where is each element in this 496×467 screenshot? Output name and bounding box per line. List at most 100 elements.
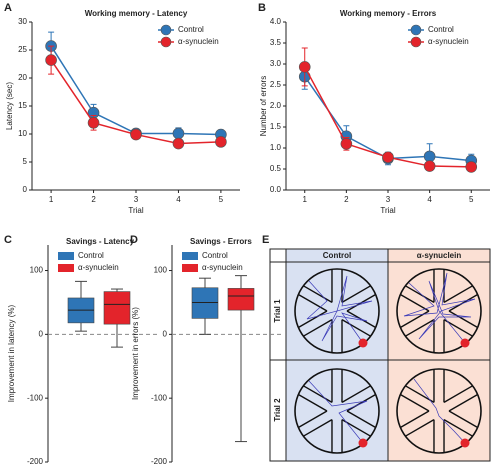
y-tick-label: 2.5 [270, 80, 282, 89]
mouse-path [308, 380, 368, 444]
point [45, 54, 57, 66]
chart-title: Working memory - Latency [85, 9, 188, 18]
series-line [50, 45, 221, 136]
mouse-path [403, 272, 476, 344]
y-tick-label: -200 [27, 457, 44, 466]
maze-arm [448, 393, 478, 412]
legend-marker [410, 36, 422, 48]
point [423, 150, 436, 163]
legend-marker [182, 264, 198, 272]
y-tick-label: -200 [151, 457, 168, 466]
y-tick-label: 3.5 [270, 38, 282, 47]
goal [460, 438, 470, 448]
x-tick-label: 1 [49, 195, 54, 204]
goal [358, 338, 368, 348]
box [191, 287, 219, 319]
legend-marker [410, 24, 422, 36]
legend-label: α-synuclein [428, 37, 469, 46]
maze-arm [448, 293, 478, 312]
y-tick-label: -100 [151, 393, 168, 402]
y-tick-label: 1.5 [270, 122, 282, 131]
row-label: Trial 2 [273, 398, 282, 422]
maze-arm [443, 419, 473, 437]
chart-title: Savings - Errors [190, 237, 252, 246]
x-tick-label: 3 [386, 195, 391, 204]
y-tick-label: 1.0 [270, 143, 282, 152]
legend-label: α-synuclein [202, 263, 243, 272]
legend-marker [182, 252, 198, 260]
y-tick-label: 5 [23, 157, 28, 166]
y-axis-label: Improvement in latency (%) [7, 304, 16, 402]
maze-arm [400, 410, 430, 429]
box [103, 291, 131, 325]
maze-arm [405, 419, 435, 437]
maze-arm [400, 393, 430, 412]
maze-arm [448, 410, 478, 429]
y-tick-label: 0 [23, 185, 28, 194]
maze-arm [341, 319, 371, 337]
y-tick-label: 4.0 [270, 17, 282, 26]
x-tick-label: 2 [91, 195, 96, 204]
maze-arm [341, 385, 371, 403]
maze-arm [400, 293, 430, 312]
maze-arm [303, 285, 333, 303]
legend-label: Control [78, 251, 104, 260]
chart-title: Working memory - Errors [340, 9, 437, 18]
panel-letter: B [258, 2, 266, 14]
panel-letter: D [130, 234, 138, 246]
box [227, 288, 255, 311]
column-label: Control [323, 251, 351, 260]
legend-marker [58, 252, 74, 260]
maze-arm [298, 310, 328, 329]
maze-arm [298, 410, 328, 429]
legend-marker [160, 24, 172, 36]
y-tick-label: 0 [39, 329, 44, 338]
legend-marker [58, 264, 74, 272]
legend-label: Control [428, 25, 454, 34]
point [130, 128, 142, 141]
goal [460, 338, 470, 348]
y-tick-label: 0.5 [270, 164, 282, 173]
x-tick-label: 3 [134, 195, 139, 204]
maze-arm [405, 319, 435, 337]
maze-arm [303, 319, 333, 337]
legend-marker [160, 36, 172, 48]
point [465, 161, 478, 173]
x-tick-label: 5 [219, 195, 224, 204]
y-tick-label: -100 [27, 393, 44, 402]
x-tick-label: 5 [469, 195, 474, 204]
point [87, 117, 100, 129]
y-tick-label: 20 [18, 73, 27, 82]
y-tick-label: 2.0 [270, 101, 282, 110]
row-label: Trial 1 [273, 299, 282, 323]
panel-letter: C [4, 234, 12, 246]
synuclein-background [388, 249, 490, 461]
column-label: α-synuclein [417, 251, 462, 260]
maze-arm [303, 419, 333, 437]
y-axis-label: Latency (sec) [5, 82, 14, 130]
series-line [304, 76, 472, 162]
x-tick-label: 4 [427, 195, 432, 204]
maze-arm [443, 319, 473, 337]
point [423, 160, 436, 172]
x-tick-label: 1 [303, 195, 308, 204]
point [382, 151, 394, 164]
maze-arm [400, 310, 430, 329]
maze-arm [303, 385, 333, 403]
y-tick-label: 15 [18, 101, 27, 110]
y-tick-label: 25 [18, 45, 27, 54]
panel-letter: A [4, 2, 12, 14]
y-tick-label: 100 [154, 266, 168, 275]
y-axis-label: Number of errors [259, 76, 268, 136]
maze-arm [448, 310, 478, 329]
chart-title: Savings - Latency [66, 237, 135, 246]
control-background [286, 249, 388, 461]
maze-arm [298, 393, 328, 412]
point [172, 127, 185, 140]
goal [358, 438, 368, 448]
maze-arm [443, 285, 473, 303]
point [340, 138, 353, 150]
maze-wall [396, 268, 482, 354]
maze-arm [298, 293, 328, 312]
